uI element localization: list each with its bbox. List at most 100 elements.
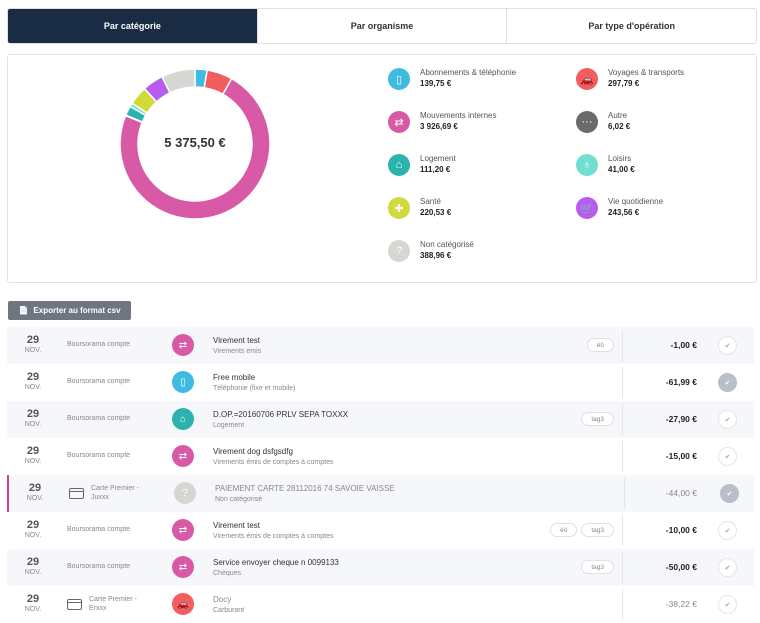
total-amount: 5 375,50 € [164,135,226,150]
check-icon[interactable]: ✔ [718,410,737,429]
date-month: NOV. [24,421,42,428]
transfer-icon[interactable]: ⇄ [172,556,194,578]
document-icon: 📄 [18,306,29,315]
transaction-label: Free mobile Téléphonie (fixe et mobile) [213,372,296,395]
tab-par-categorie[interactable]: Par catégorie [8,9,257,43]
transfer-icon: ⇄ [388,111,410,133]
tag-chip[interactable]: tag3 [581,560,614,574]
transaction-row[interactable]: 29 NOV. Boursorama compte ⇄ Service envoyer … [7,549,754,586]
transaction-row[interactable]: 29 NOV. Boursorama compte ⇄ Virement test Vir… [7,512,754,549]
legend-value: 297,79 € [608,79,640,88]
transfer-icon[interactable]: ⇄ [172,334,194,356]
legend-value: 111,20 € [420,165,451,174]
account-name: Boursorama compte [67,452,131,459]
check-icon[interactable]: ✔ [718,447,737,466]
legend-value: 388,96 € [420,251,452,260]
transaction-row[interactable]: 29 NOV. Boursorama compte ⇄ Virement dog dsf… [7,438,754,475]
transaction-amount: -44,00 € [665,488,697,498]
export-csv-button[interactable]: 📄 Exporter au format csv [8,301,131,320]
transaction-date: 29 NOV. [21,371,45,393]
transaction-category: Virements émis de comptes à comptes [213,459,334,466]
transaction-date: 29 NOV. [21,445,45,467]
legend-item[interactable]: ⇄ Mouvements internes 3 926,69 € [388,110,568,133]
phone-icon: ▯ [388,68,410,90]
car-icon[interactable]: 🚗 [172,593,194,615]
home-icon[interactable]: ⌂ [172,408,194,430]
divider [622,515,623,546]
check-icon[interactable]: ✔ [718,336,737,355]
category-summary-panel: 5 375,50 € ▯ Abonnements & téléphonie 139,… [7,54,757,283]
transaction-label: D.OP.=20160706 PRLV SEPA TOXXX Logement [213,409,348,432]
legend-item[interactable]: ✚ Santé 220,53 € [388,196,568,219]
date-day: 29 [28,482,42,494]
divider [622,589,623,620]
transaction-date: 29 NOV. [21,334,45,356]
legend-value: 3 926,69 € [420,122,458,131]
transaction-label: Service envoyer cheque n 0099133 Chèques [213,557,339,580]
transaction-row[interactable]: 29 NOV. Boursorama compte ▯ Free mobile Télép… [7,364,754,401]
transaction-date: 29 NOV. [21,519,45,541]
transaction-category: Virements émis de comptes à comptes [213,533,334,540]
legend-label: Non catégorisé [420,240,474,249]
divider [622,441,623,472]
legend-item[interactable]: ♁ Loisirs 41,00 € [576,153,756,176]
legend-label: Abonnements & téléphonie [420,68,517,77]
divider [622,367,623,398]
legend-label: Vie quotidienne [608,197,664,206]
transaction-row[interactable]: 29 NOV. Boursorama compte ⌂ D.OP.=20160706 P… [7,401,754,438]
transaction-amount: -27,90 € [665,414,697,424]
category-donut-chart [120,69,270,219]
tags: éö tag3 [550,523,614,537]
check-icon[interactable]: ✔ [718,595,737,614]
account: Carte Premier - Juxxx [69,484,143,502]
tag-chip[interactable]: éö [586,338,614,352]
donut-slice-non-cate-gorise-[interactable] [161,69,196,94]
transaction-date: 29 NOV. [21,593,45,615]
transfer-icon[interactable]: ⇄ [172,445,194,467]
credit-card-icon [69,487,84,499]
account-name: Boursorama compte [67,526,131,533]
tag-chip[interactable]: tag3 [581,523,614,537]
legend-item[interactable]: ··· Autre 6,02 € [576,110,756,133]
transaction-row[interactable]: 29 NOV. Carte Premier - Juxxx? PAIEMENT CAR… [7,475,754,512]
car-icon: 🚗 [576,68,598,90]
account-name: Boursorama compte [67,378,131,385]
date-month: NOV. [24,347,42,354]
tag-chip[interactable]: tag3 [581,412,614,426]
legend-item[interactable]: 🚗 Voyages & transports 297,79 € [576,67,756,90]
donut-slice-mouvements-internes[interactable] [120,77,270,219]
transaction-category: Téléphonie (fixe et mobile) [213,385,296,392]
check-icon[interactable]: ✔ [720,484,739,503]
date-day: 29 [26,371,40,383]
transaction-category: Virements emis [213,348,262,355]
tab-par-type-operation[interactable]: Par type d'opération [506,9,756,43]
date-day: 29 [26,408,40,420]
check-icon[interactable]: ✔ [718,558,737,577]
transaction-title: Virement dog dsfgsdfg [213,447,293,456]
legend-value: 220,53 € [420,208,452,217]
legend-item[interactable]: ⌂ Logement 111,20 € [388,153,568,176]
legend-label: Santé [420,197,441,206]
tags: éö [586,338,614,352]
transaction-label: Virement test Virements émis de comptes à… [213,520,333,543]
legend-label: Logement [420,154,456,163]
view-tabs: Par catégorie Par organisme Par type d'o… [7,8,757,44]
legend-item[interactable]: 🛒 Vie quotidienne 243,56 € [576,196,756,219]
tags: tag3 [581,412,614,426]
transaction-row[interactable]: 29 NOV. Boursorama compte ⇄ Virement test Vir… [7,327,754,364]
transaction-row[interactable]: 29 NOV. Carte Premier - Erxxx 🚗 Docy Carburan… [7,586,754,623]
tag-chip[interactable]: éö [550,523,578,537]
phone-icon[interactable]: ▯ [172,371,194,393]
legend-item[interactable]: ▯ Abonnements & téléphonie 139,75 € [388,67,568,90]
tab-par-organisme[interactable]: Par organisme [256,9,507,43]
question-icon[interactable]: ? [174,482,196,504]
legend-item[interactable]: ? Non catégorisé 388,96 € [388,239,568,262]
transaction-label: Docy Carburant [213,594,244,617]
check-icon[interactable]: ✔ [718,373,737,392]
account-name: Boursorama compte [67,341,131,348]
transfer-icon[interactable]: ⇄ [172,519,194,541]
date-month: NOV. [24,458,42,465]
date-month: NOV. [26,495,44,502]
check-icon[interactable]: ✔ [718,521,737,540]
date-day: 29 [26,593,40,605]
